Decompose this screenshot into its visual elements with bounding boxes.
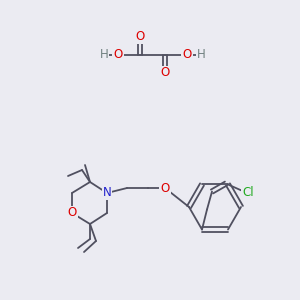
Text: O: O bbox=[182, 49, 192, 62]
Text: O: O bbox=[68, 206, 76, 220]
Text: O: O bbox=[113, 49, 123, 62]
Text: O: O bbox=[135, 31, 145, 44]
Text: N: N bbox=[103, 187, 111, 200]
Text: H: H bbox=[100, 49, 108, 62]
Text: O: O bbox=[160, 182, 169, 194]
Text: H: H bbox=[196, 49, 206, 62]
Text: Cl: Cl bbox=[242, 186, 254, 199]
Text: O: O bbox=[160, 67, 169, 80]
